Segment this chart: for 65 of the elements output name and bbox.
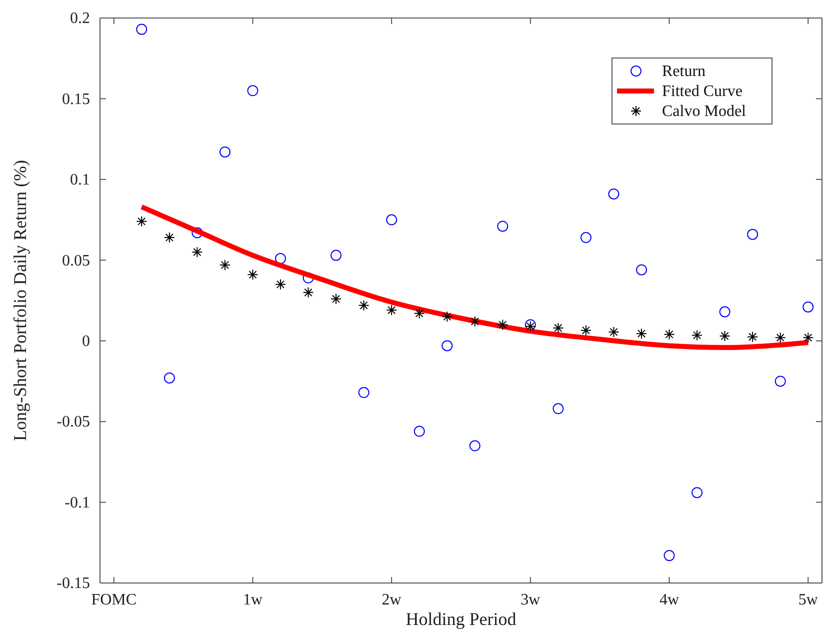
point xyxy=(774,332,786,344)
x-tick-label: 1w xyxy=(242,591,263,608)
point xyxy=(608,188,620,200)
point xyxy=(219,259,230,270)
y-tick-label: -0.15 xyxy=(56,575,90,592)
point xyxy=(497,319,508,330)
point xyxy=(358,300,370,311)
point xyxy=(275,253,286,264)
y-tick-label: 0 xyxy=(82,332,90,350)
point xyxy=(719,330,730,342)
point xyxy=(247,85,258,96)
point xyxy=(469,440,480,452)
y-tick-label: 0.05 xyxy=(62,252,90,270)
point xyxy=(164,232,175,244)
point xyxy=(302,286,314,298)
point xyxy=(552,322,564,334)
point xyxy=(747,331,758,342)
point xyxy=(664,328,675,340)
point xyxy=(330,293,342,304)
point xyxy=(636,264,647,276)
y-tick-label: 0.2 xyxy=(70,10,90,28)
point xyxy=(802,301,814,312)
point xyxy=(386,214,398,226)
y-axis-title: Long-Short Portfolio Daily Return (%) xyxy=(10,160,30,441)
point xyxy=(136,216,148,227)
point xyxy=(497,220,508,232)
point xyxy=(719,306,730,318)
legend-label: Fitted Curve xyxy=(662,83,742,100)
point xyxy=(247,269,258,280)
x-tick-label: 3w xyxy=(520,591,541,608)
point xyxy=(414,308,425,319)
point xyxy=(136,24,148,35)
point xyxy=(358,387,370,398)
point xyxy=(414,426,425,437)
y-tick-label: -0.1 xyxy=(64,494,90,512)
point xyxy=(802,332,814,344)
point xyxy=(469,316,480,327)
point xyxy=(164,372,175,384)
legend-label: Calvo Model xyxy=(662,103,747,120)
x-axis-title: Holding Period xyxy=(406,609,516,629)
x-tick-label: 5w xyxy=(798,591,818,608)
y-tick-label: 0.1 xyxy=(70,172,90,189)
x-tick-label: FOMC xyxy=(91,591,137,608)
x-tick-label: 2w xyxy=(382,591,402,608)
point xyxy=(608,326,620,338)
point xyxy=(664,550,675,562)
point xyxy=(275,278,286,290)
point xyxy=(580,324,592,336)
point xyxy=(442,311,453,322)
point xyxy=(552,403,564,414)
point xyxy=(692,330,703,341)
y-tick-label: -0.05 xyxy=(56,414,90,431)
point xyxy=(580,232,592,244)
y-tick-label: 0.15 xyxy=(62,90,90,108)
point xyxy=(192,246,203,258)
point xyxy=(747,228,758,240)
x-tick-label: 4w xyxy=(659,591,680,608)
point xyxy=(774,376,786,387)
point xyxy=(442,340,453,352)
point xyxy=(386,304,398,316)
point xyxy=(692,487,703,498)
point xyxy=(636,328,647,340)
legend-label: Return xyxy=(662,63,706,80)
point xyxy=(330,250,342,261)
point xyxy=(219,146,230,158)
